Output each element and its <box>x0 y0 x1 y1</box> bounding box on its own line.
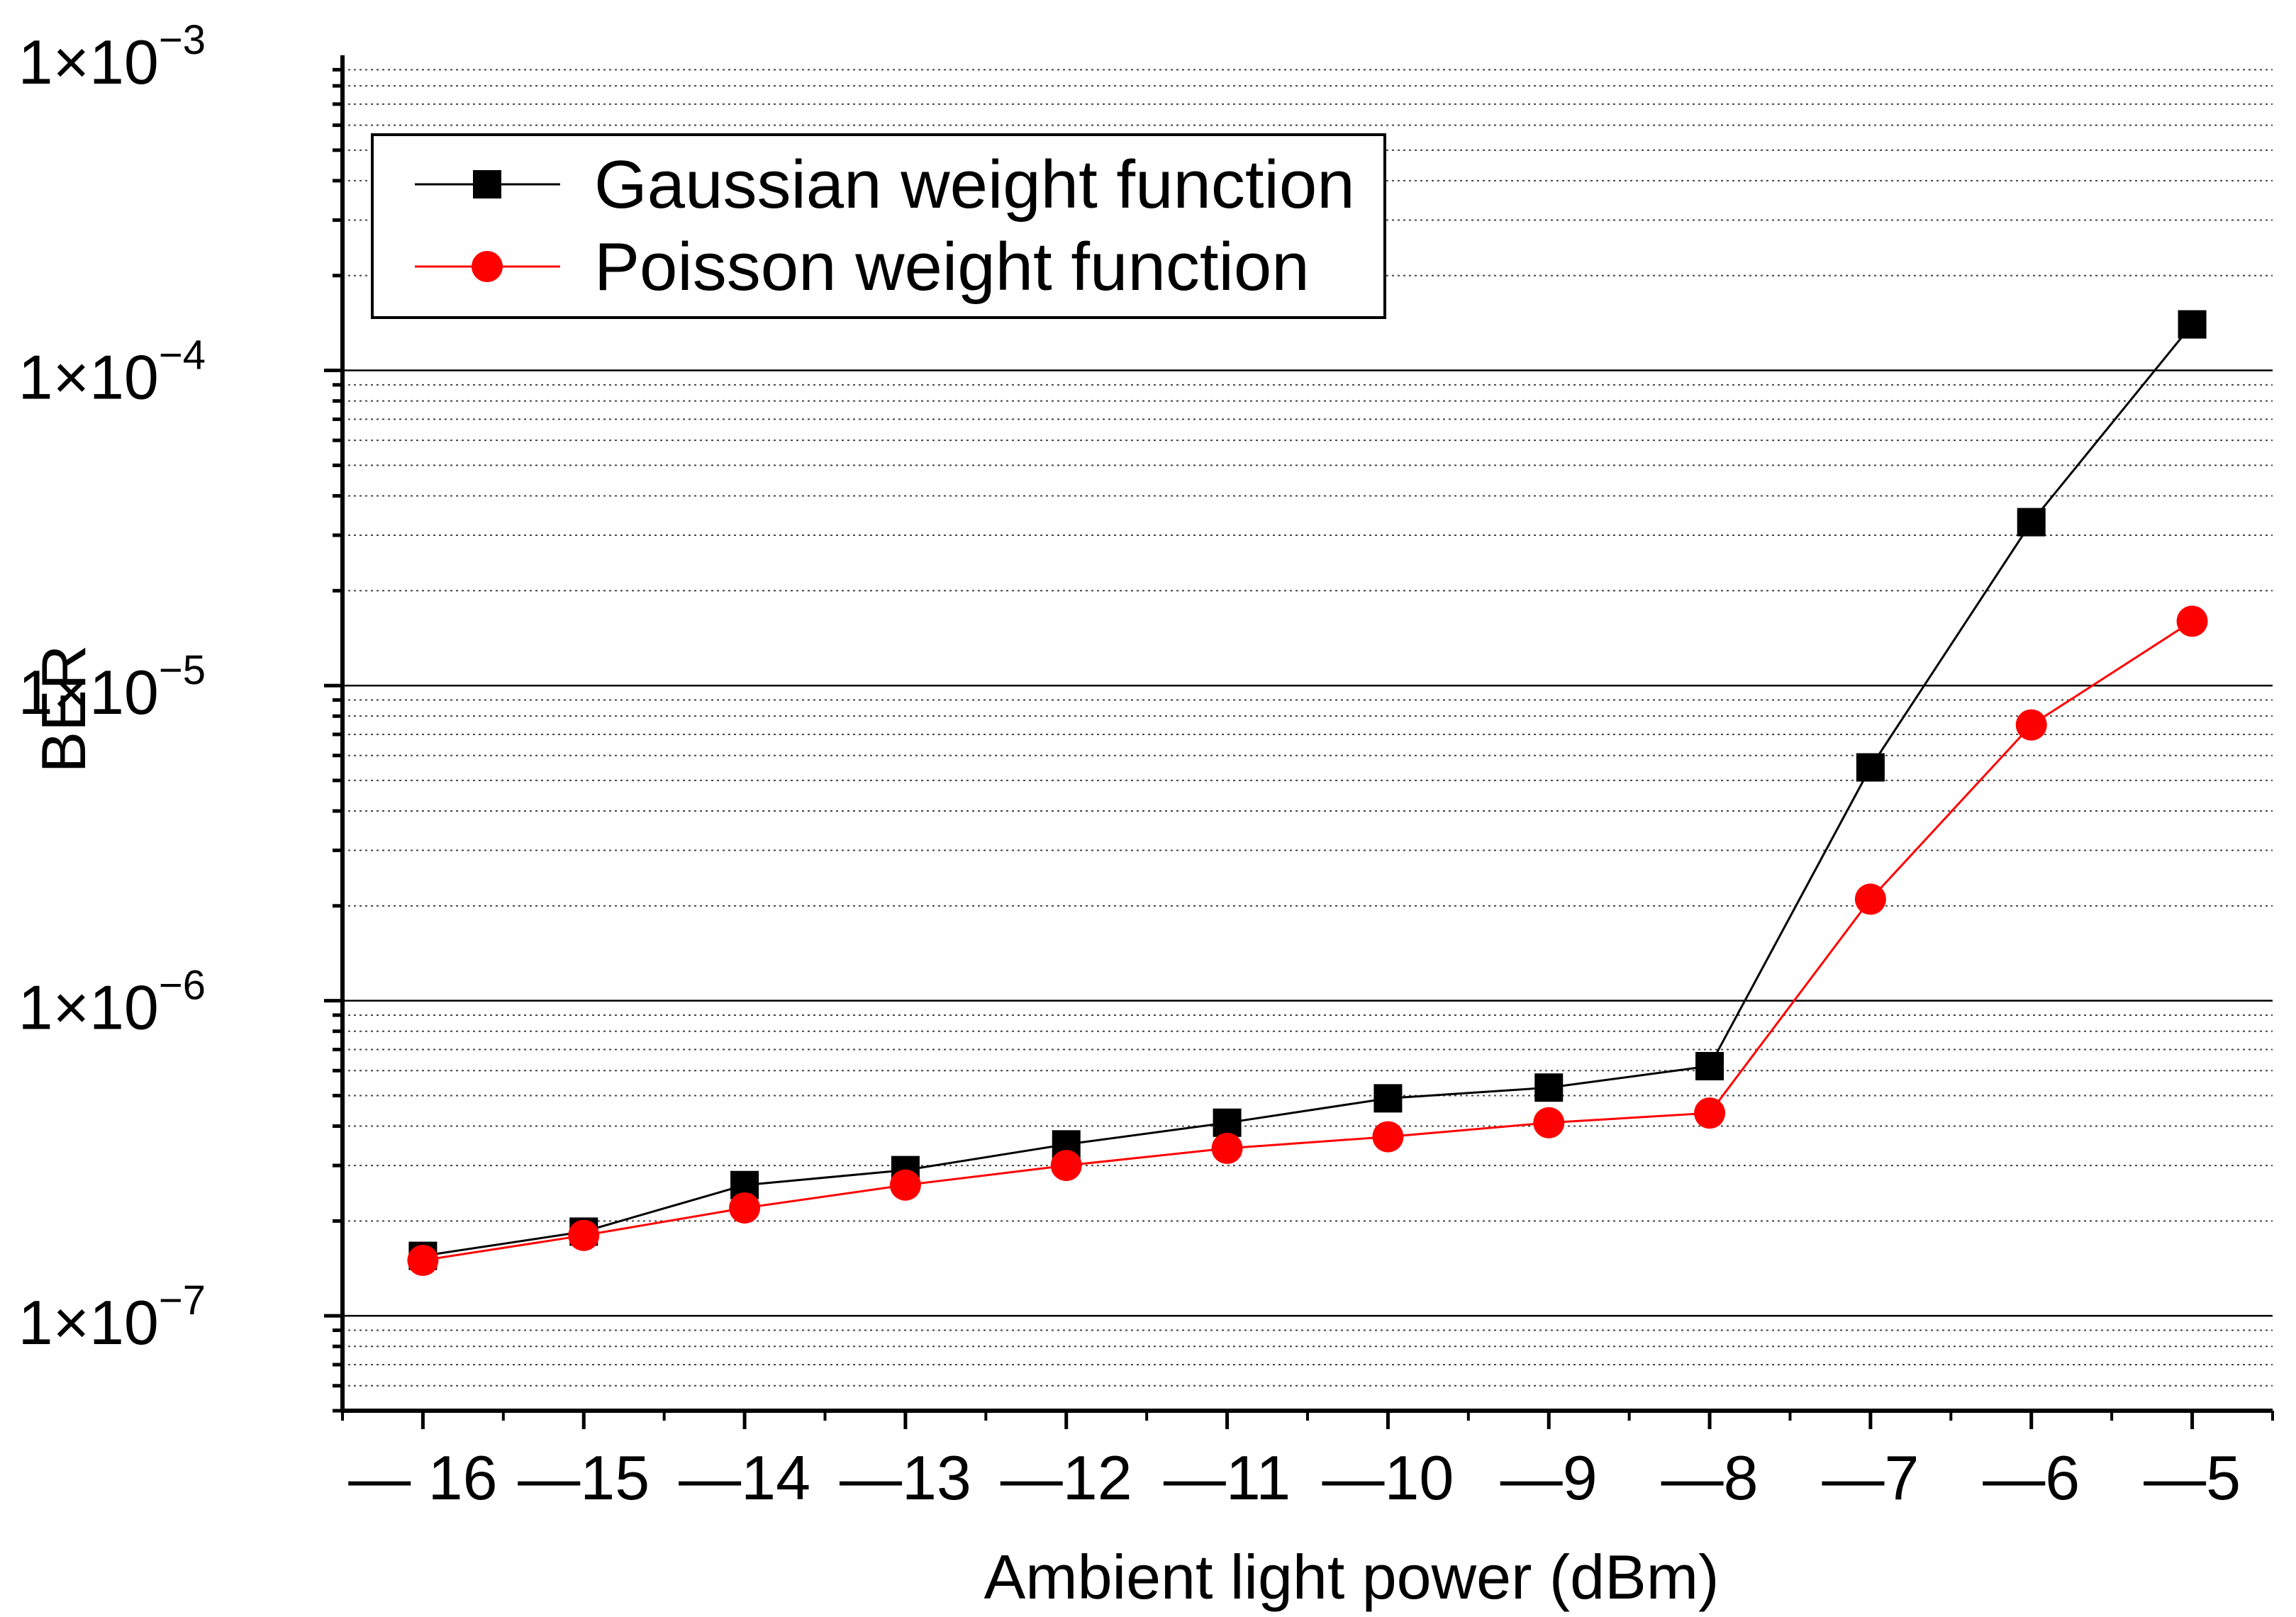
x-tick-label: —13 <box>840 1443 971 1513</box>
series-layer <box>407 310 2208 1276</box>
y-tick-label: 1×10−3 <box>18 17 206 97</box>
x-tick-label: —12 <box>1001 1443 1132 1513</box>
legend-label: Gaussian weight function <box>594 147 1355 223</box>
x-tick-label: —15 <box>518 1443 650 1513</box>
x-tick-label: —11 <box>1164 1443 1291 1513</box>
x-tick-label: — 16 <box>348 1443 497 1513</box>
poisson-data-point <box>1533 1107 1565 1138</box>
x-axis-title: Ambient light power (dBm) <box>984 1542 1720 1612</box>
y-tick-label: 1×10−5 <box>18 647 206 727</box>
x-tick-label: —5 <box>2144 1443 2241 1513</box>
gaussian-data-point <box>1695 1051 1724 1080</box>
poisson-data-point <box>1694 1097 1726 1129</box>
y-tick-label: 1×10−4 <box>18 332 206 413</box>
gaussian-data-point <box>2178 310 2207 339</box>
gaussian-data-point <box>2017 508 2046 537</box>
gaussian-data-point <box>1856 753 1885 782</box>
x-tick-label: —6 <box>1983 1443 2080 1513</box>
poisson-data-point <box>1050 1150 1082 1182</box>
x-tick-label: —10 <box>1322 1443 1454 1513</box>
poisson-data-point <box>1854 883 1886 915</box>
poisson-data-point <box>2015 709 2047 741</box>
gaussian-data-point <box>1534 1073 1564 1102</box>
gaussian-data-point <box>1373 1084 1403 1113</box>
series-line-poisson <box>423 620 2193 1262</box>
x-tick-label: —8 <box>1661 1443 1759 1513</box>
x-tick-label: —14 <box>679 1443 810 1513</box>
gaussian-data-point <box>1213 1108 1242 1137</box>
poisson-data-point <box>2176 605 2208 637</box>
axis-ticks: — 16 —15 —14 —13 —12 —11 —10 —9 —8 —7 —6 —5 1×10−7 1×… <box>18 17 2274 1513</box>
poisson-data-point <box>407 1244 439 1276</box>
y-tick-label: 1×10−6 <box>18 963 206 1043</box>
legend-marker-circle <box>472 251 503 282</box>
x-tick-label: —7 <box>1822 1443 1919 1513</box>
y-tick-label: 1×10−7 <box>18 1277 206 1358</box>
legend-box <box>371 133 1386 319</box>
poisson-data-point <box>729 1192 761 1224</box>
series-line-gaussian <box>423 323 2193 1258</box>
y-axis-title: BER <box>28 645 99 773</box>
poisson-data-point <box>1372 1121 1404 1153</box>
poisson-data-point <box>1211 1132 1243 1164</box>
x-tick-label: —9 <box>1500 1443 1598 1513</box>
legend-marker-square <box>473 170 501 198</box>
poisson-data-point <box>568 1219 600 1251</box>
poisson-data-point <box>889 1169 921 1201</box>
legend-label: Poisson weight function <box>594 229 1310 305</box>
